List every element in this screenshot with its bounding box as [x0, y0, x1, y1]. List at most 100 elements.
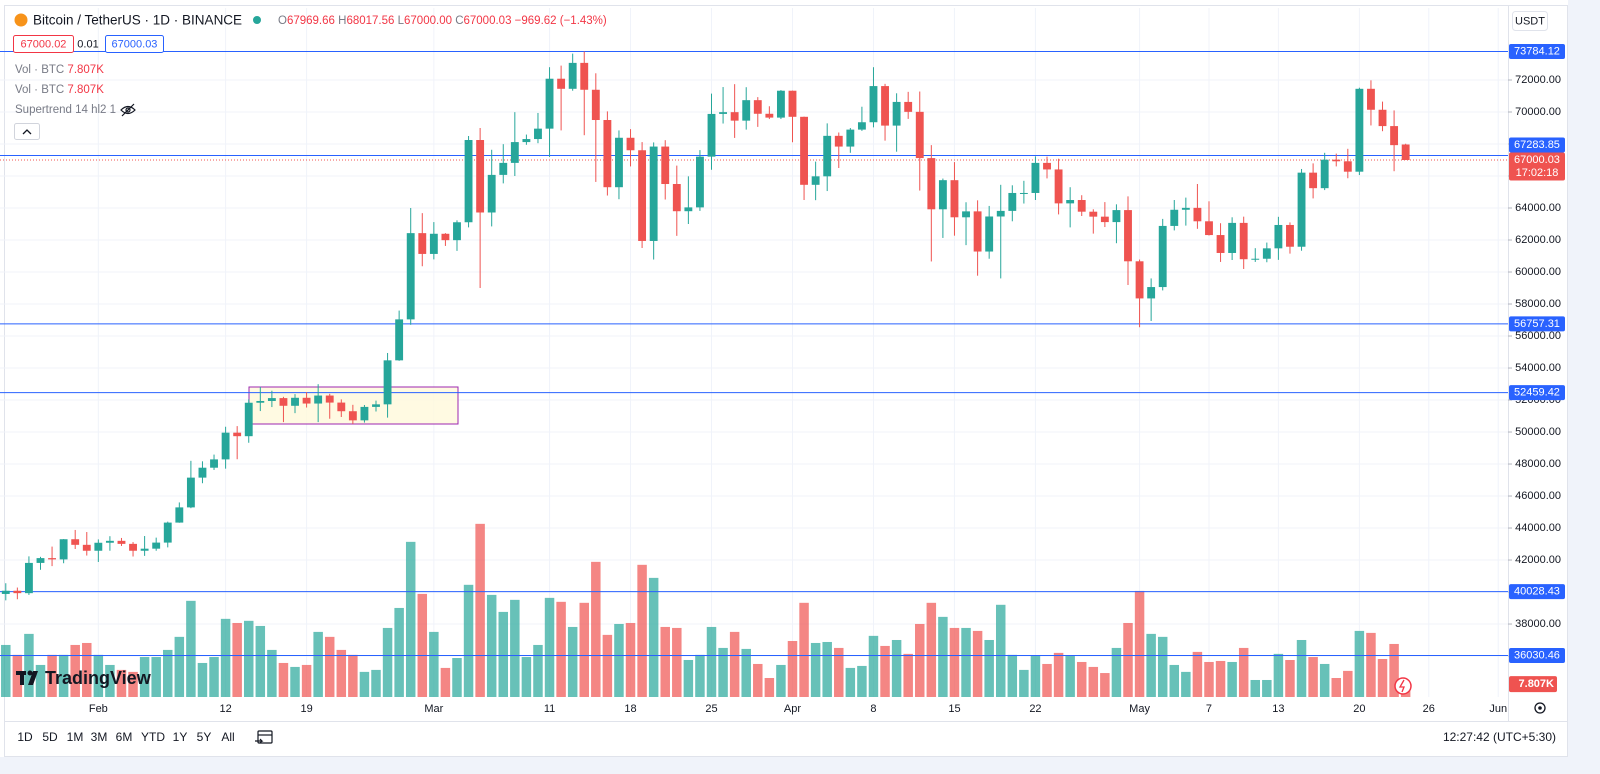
countdown: 17:02:18	[1516, 167, 1559, 179]
candle-body	[1332, 159, 1341, 162]
ohlc-key: O	[278, 15, 287, 27]
candle-body	[719, 112, 728, 114]
candle-body	[337, 402, 346, 412]
currency-box[interactable]	[1512, 11, 1548, 31]
volume-bar	[1331, 677, 1341, 697]
candle-body	[1216, 235, 1225, 253]
range-button[interactable]: 1D	[17, 730, 33, 744]
range-button[interactable]: 5Y	[197, 730, 212, 744]
candle-body	[996, 210, 1005, 217]
x-tick-label: 26	[1423, 703, 1435, 715]
candle-body	[105, 540, 114, 543]
candle-body	[1008, 192, 1017, 211]
symbol[interactable]: Bitcoin / TetherUS · 1D · BINANCE	[33, 13, 242, 28]
candle-body	[487, 174, 496, 213]
candle-body	[927, 158, 936, 210]
volume-bar	[105, 664, 115, 697]
candle-body	[59, 539, 68, 560]
volume-bar	[1157, 636, 1168, 697]
candle-body	[1193, 207, 1202, 222]
range-button[interactable]: 1M	[67, 730, 84, 744]
candle-body	[661, 146, 670, 185]
buy-box[interactable]	[105, 35, 164, 53]
candle-body	[453, 222, 461, 241]
volume-bar	[151, 657, 161, 697]
volume-bar	[1215, 660, 1226, 697]
x-tick-label: 11	[544, 703, 555, 715]
range-button[interactable]: 1Y	[173, 730, 188, 744]
range-button[interactable]: 5D	[42, 730, 58, 744]
volume-bar	[174, 636, 185, 697]
candle-body	[429, 233, 438, 254]
volume-bar	[405, 541, 416, 697]
alert-icon[interactable]	[1394, 677, 1412, 695]
volume-bar	[1238, 647, 1249, 697]
y-tick-label: 46000.00	[1515, 490, 1561, 502]
alert-bolt	[1398, 679, 1405, 693]
bid[interactable]: 67000.02	[21, 38, 67, 50]
volume-bar	[82, 642, 92, 697]
volume-bar	[1065, 656, 1075, 697]
volume-bar	[972, 630, 983, 697]
y-tick-label: 38000.00	[1515, 618, 1561, 630]
candle-body	[1251, 258, 1260, 260]
ask[interactable]: 67000.03	[112, 38, 158, 50]
volume-bar	[35, 664, 46, 697]
volume-bar	[382, 627, 393, 697]
collapse-button[interactable]	[14, 123, 40, 140]
volume-bar	[1192, 651, 1203, 697]
ohlc-key: H	[338, 15, 346, 27]
volume-bar	[475, 523, 485, 697]
volume-bar	[810, 642, 821, 697]
volume-bar	[313, 631, 323, 697]
range-button[interactable]: All	[221, 730, 234, 744]
candle-body	[1309, 172, 1318, 189]
sell-box[interactable]	[13, 35, 74, 53]
volume-bar	[301, 664, 312, 697]
date-range-icon[interactable]	[255, 730, 273, 744]
volume-bar	[1319, 663, 1330, 697]
candle-body	[82, 544, 91, 551]
x-tick-label: 18	[624, 703, 636, 715]
volume-bar	[845, 667, 856, 697]
change: −969.62 (−1.43%)	[515, 15, 607, 27]
frame	[4, 5, 1568, 757]
volume-bar	[58, 654, 69, 697]
x-tick-label: Apr	[784, 703, 801, 715]
x-tick-label: 19	[300, 703, 312, 715]
volume-bar	[371, 669, 381, 697]
range-button[interactable]: YTD	[141, 730, 165, 744]
volume-bar	[232, 622, 242, 697]
candle-body	[233, 432, 242, 437]
candle-body	[696, 156, 704, 208]
range-button[interactable]: 6M	[116, 730, 133, 744]
currency[interactable]: USDT	[1515, 15, 1545, 27]
candle-body	[163, 522, 172, 543]
volume-bar	[348, 654, 358, 697]
indicator[interactable]: Vol · BTC 7.807K	[15, 64, 104, 76]
candle-body	[1262, 248, 1271, 259]
line-label-box	[1509, 43, 1565, 59]
volume-bar	[891, 639, 902, 697]
candle-body	[534, 128, 542, 140]
candle-body	[857, 122, 866, 130]
candle-body	[950, 180, 959, 218]
candle-body	[591, 89, 600, 121]
x-tick-label: Mar	[424, 703, 443, 715]
candle-body	[568, 62, 577, 89]
settings-icon[interactable]	[1534, 702, 1546, 714]
range-button[interactable]: 3M	[91, 730, 108, 744]
candle-body	[210, 459, 218, 468]
candle-body	[753, 100, 762, 114]
volume-bar	[163, 649, 173, 697]
volume-bar	[1250, 679, 1261, 697]
indicator-name[interactable]: Supertrend 14 hl2 1	[15, 104, 116, 116]
candle-body	[1043, 162, 1051, 170]
market-status[interactable]	[253, 16, 261, 24]
spread: 0.01	[77, 38, 98, 50]
candle-body	[638, 150, 647, 241]
indicator[interactable]: Vol · BTC 7.807K	[15, 84, 104, 96]
hidden-eye-icon[interactable]	[120, 103, 136, 117]
volume-bar	[637, 564, 647, 697]
